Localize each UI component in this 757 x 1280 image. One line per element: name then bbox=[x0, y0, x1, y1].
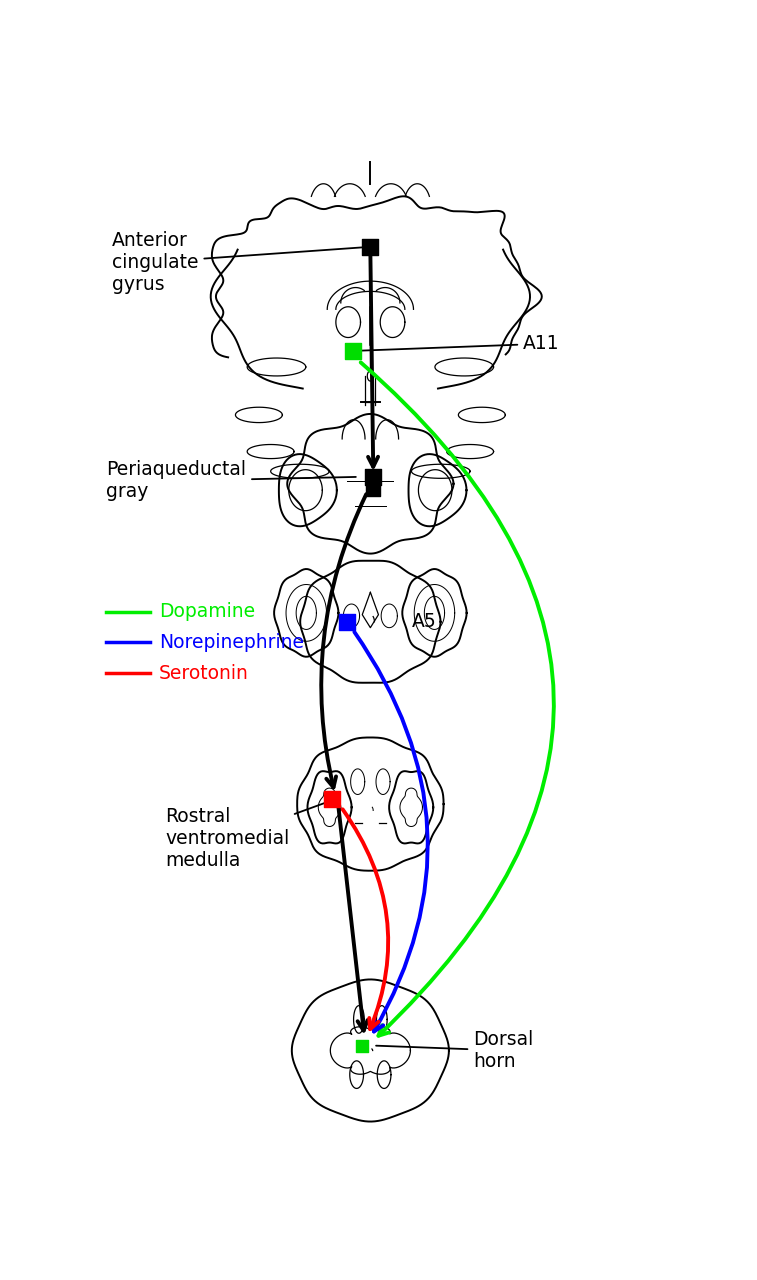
Text: Norepinephrine: Norepinephrine bbox=[159, 632, 304, 652]
Text: Dopamine: Dopamine bbox=[159, 603, 255, 621]
Point bbox=[367, 467, 379, 488]
Text: Rostral
ventromedial
medulla: Rostral ventromedial medulla bbox=[165, 800, 332, 870]
Text: Anterior
cingulate
gyrus: Anterior cingulate gyrus bbox=[112, 230, 362, 293]
Point bbox=[367, 479, 379, 499]
Text: Periaqueductal
gray: Periaqueductal gray bbox=[106, 461, 356, 502]
Point bbox=[356, 1036, 368, 1056]
Point bbox=[364, 237, 376, 257]
Point bbox=[326, 788, 338, 809]
Point bbox=[347, 340, 359, 361]
Point bbox=[341, 612, 353, 632]
Text: A11: A11 bbox=[361, 334, 559, 353]
Text: Serotonin: Serotonin bbox=[159, 663, 249, 682]
Text: A5: A5 bbox=[412, 612, 436, 631]
Text: Dorsal
horn: Dorsal horn bbox=[376, 1030, 533, 1071]
